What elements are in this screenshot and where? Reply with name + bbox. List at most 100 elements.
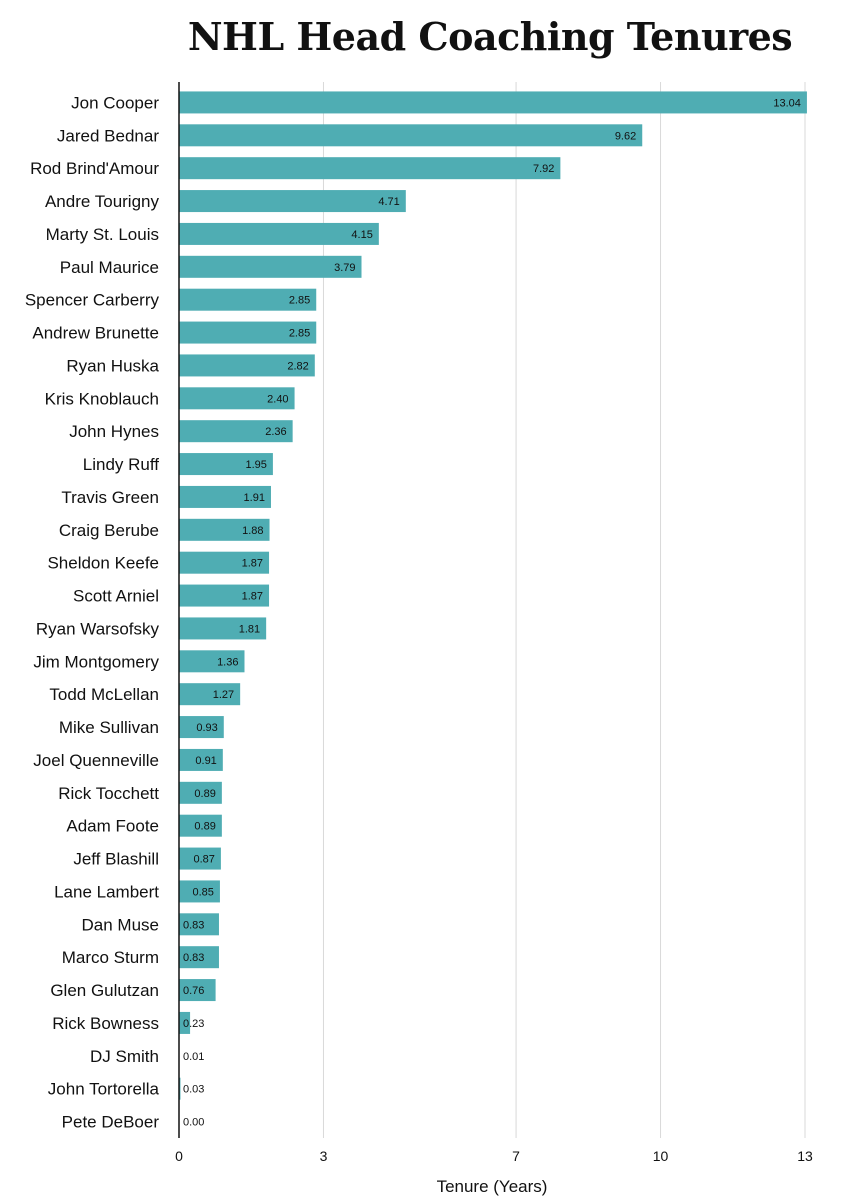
data-label: 0.83 bbox=[183, 919, 204, 931]
category-label: Ryan Huska bbox=[66, 356, 159, 375]
data-label: 0.83 bbox=[183, 952, 204, 964]
data-label: 1.87 bbox=[242, 558, 263, 570]
category-label: Travis Green bbox=[61, 488, 159, 507]
bar bbox=[179, 453, 273, 476]
category-label: Dan Muse bbox=[82, 915, 159, 934]
category-label: Andrew Brunette bbox=[32, 324, 159, 343]
bar bbox=[179, 551, 270, 574]
data-label: 1.36 bbox=[217, 656, 238, 668]
x-tick-label: 10 bbox=[653, 1148, 669, 1164]
bar bbox=[179, 321, 317, 344]
category-label: Craig Berube bbox=[59, 521, 159, 540]
category-label: Adam Foote bbox=[66, 817, 159, 836]
category-label: Paul Maurice bbox=[60, 258, 159, 277]
gridlines bbox=[322, 82, 806, 1138]
data-label: 4.71 bbox=[378, 196, 399, 208]
data-label: 0.93 bbox=[196, 722, 217, 734]
category-label: Jared Bednar bbox=[57, 126, 159, 145]
category-label: Lane Lambert bbox=[54, 882, 159, 901]
bar bbox=[179, 288, 317, 311]
bar bbox=[179, 190, 406, 213]
data-label: 1.95 bbox=[245, 459, 266, 471]
bar bbox=[179, 485, 271, 508]
data-label: 1.87 bbox=[242, 591, 263, 603]
data-label: 0.03 bbox=[183, 1084, 204, 1096]
category-label: Kris Knoblauch bbox=[45, 389, 159, 408]
bar bbox=[179, 255, 362, 278]
bar bbox=[179, 716, 224, 739]
data-label: 0.76 bbox=[183, 985, 204, 997]
data-label: 2.82 bbox=[287, 360, 308, 372]
category-label: Pete DeBoer bbox=[62, 1113, 160, 1132]
category-label: Andre Tourigny bbox=[45, 192, 160, 211]
bar bbox=[179, 124, 643, 147]
bar bbox=[179, 946, 219, 969]
bar bbox=[179, 683, 241, 706]
bars bbox=[179, 91, 807, 1100]
category-label: Jim Montgomery bbox=[33, 652, 159, 671]
x-tick-label: 7 bbox=[512, 1148, 520, 1164]
data-label: 0.91 bbox=[195, 755, 216, 767]
data-label: 9.62 bbox=[615, 130, 636, 142]
bar bbox=[179, 880, 220, 903]
x-axis-ticks: 0 3 7 10 13 bbox=[175, 1148, 813, 1164]
category-label: Jon Cooper bbox=[71, 93, 159, 112]
bar bbox=[179, 979, 216, 1002]
bar bbox=[179, 91, 807, 114]
data-label: 1.88 bbox=[242, 525, 263, 537]
data-label: 13.04 bbox=[773, 97, 801, 109]
category-label: John Tortorella bbox=[48, 1080, 160, 1099]
data-label: 0.85 bbox=[193, 886, 214, 898]
category-label: Scott Arniel bbox=[73, 587, 159, 606]
category-label: Ryan Warsofsky bbox=[36, 619, 160, 638]
category-label: Lindy Ruff bbox=[83, 455, 160, 474]
bar bbox=[179, 584, 270, 607]
data-label: 2.36 bbox=[265, 426, 286, 438]
bar bbox=[179, 222, 379, 245]
x-tick-label: 3 bbox=[320, 1148, 328, 1164]
bar bbox=[179, 354, 315, 377]
bar bbox=[179, 781, 222, 804]
bar bbox=[179, 814, 222, 837]
category-label: Sheldon Keefe bbox=[47, 554, 159, 573]
data-label: 2.85 bbox=[289, 295, 310, 307]
labels: Jon Cooper 13.04 Jared Bednar 9.62 Rod Brind… bbox=[25, 93, 801, 1131]
data-label: 2.40 bbox=[267, 393, 288, 405]
data-label: 7.92 bbox=[533, 163, 554, 175]
category-label: Rick Bowness bbox=[52, 1014, 159, 1033]
category-label: Rick Tocchett bbox=[58, 784, 159, 803]
bar bbox=[179, 1011, 191, 1034]
bar bbox=[179, 748, 223, 771]
data-label: 0.23 bbox=[183, 1018, 204, 1030]
bar bbox=[179, 617, 267, 640]
bar bbox=[179, 650, 245, 673]
data-label: 3.79 bbox=[334, 262, 355, 274]
x-axis-title: Tenure (Years) bbox=[437, 1177, 548, 1196]
bar bbox=[179, 913, 219, 936]
bar bbox=[179, 420, 293, 443]
data-label: 0.89 bbox=[194, 788, 215, 800]
category-label: Todd McLellan bbox=[49, 685, 159, 704]
data-label: 0.01 bbox=[183, 1051, 204, 1063]
category-label: Jeff Blashill bbox=[73, 850, 159, 869]
data-label: 4.15 bbox=[351, 229, 372, 241]
category-label: Mike Sullivan bbox=[59, 718, 159, 737]
category-label: Joel Quenneville bbox=[33, 751, 159, 770]
data-label: 1.91 bbox=[244, 492, 265, 504]
data-label: 0.00 bbox=[183, 1117, 204, 1129]
data-label: 1.81 bbox=[239, 623, 260, 635]
bar bbox=[179, 847, 221, 870]
category-label: Spencer Carberry bbox=[25, 291, 160, 310]
bar bbox=[179, 387, 295, 410]
category-label: John Hynes bbox=[69, 422, 159, 441]
data-label: 0.87 bbox=[193, 854, 214, 866]
bar bbox=[179, 157, 561, 180]
x-tick-label: 13 bbox=[797, 1148, 813, 1164]
x-tick-label: 0 bbox=[175, 1148, 183, 1164]
category-label: DJ Smith bbox=[90, 1047, 159, 1066]
category-label: Marco Sturm bbox=[62, 948, 159, 967]
data-label: 2.85 bbox=[289, 328, 310, 340]
category-label: Glen Gulutzan bbox=[50, 981, 159, 1000]
chart-title: NHL Head Coaching Tenures bbox=[187, 14, 793, 59]
